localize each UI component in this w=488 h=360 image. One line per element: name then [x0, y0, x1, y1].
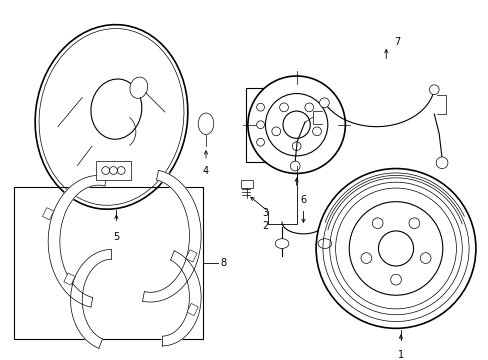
Circle shape — [290, 161, 300, 171]
Bar — [245, 88, 275, 162]
Polygon shape — [162, 251, 201, 346]
Text: 4: 4 — [203, 166, 209, 176]
Circle shape — [247, 76, 345, 174]
Bar — [186, 303, 198, 316]
Polygon shape — [70, 249, 111, 348]
Text: 7: 7 — [393, 37, 400, 47]
Ellipse shape — [275, 239, 288, 248]
Circle shape — [435, 157, 447, 168]
Bar — [96, 161, 131, 180]
Text: 1: 1 — [397, 350, 403, 360]
Bar — [185, 250, 197, 262]
Circle shape — [428, 85, 438, 95]
Ellipse shape — [198, 113, 213, 135]
Polygon shape — [142, 170, 201, 302]
Text: 6: 6 — [300, 195, 306, 204]
Bar — [14, 187, 203, 339]
Bar — [241, 180, 252, 188]
Bar — [42, 208, 54, 220]
Bar — [64, 273, 75, 285]
Ellipse shape — [91, 79, 142, 139]
Text: 5: 5 — [113, 232, 119, 242]
Ellipse shape — [317, 239, 331, 248]
Text: 8: 8 — [220, 258, 226, 268]
Text: 2: 2 — [262, 221, 268, 231]
Circle shape — [315, 168, 475, 328]
Circle shape — [319, 98, 328, 108]
Polygon shape — [48, 175, 106, 307]
Text: 3: 3 — [262, 207, 268, 217]
Ellipse shape — [130, 77, 147, 98]
